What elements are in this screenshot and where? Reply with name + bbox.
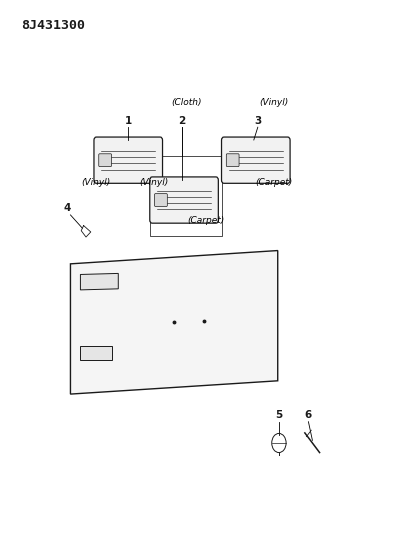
- Text: 1: 1: [125, 116, 132, 126]
- Text: 8J431300: 8J431300: [21, 19, 85, 33]
- FancyBboxPatch shape: [154, 193, 167, 206]
- Polygon shape: [70, 251, 278, 394]
- Text: (Carpet): (Carpet): [255, 178, 292, 187]
- Text: (Carpet): (Carpet): [187, 216, 225, 225]
- Polygon shape: [80, 346, 112, 360]
- FancyBboxPatch shape: [99, 154, 112, 166]
- Text: (Vinyl): (Vinyl): [259, 98, 288, 107]
- FancyBboxPatch shape: [94, 137, 162, 183]
- Text: 6: 6: [305, 410, 312, 420]
- FancyBboxPatch shape: [226, 154, 239, 166]
- Text: 3: 3: [254, 116, 262, 126]
- Text: (Cloth): (Cloth): [171, 98, 201, 107]
- Text: 4: 4: [64, 203, 71, 213]
- Text: 2: 2: [178, 116, 186, 126]
- Text: (Vinyl): (Vinyl): [140, 178, 169, 187]
- Polygon shape: [80, 273, 118, 290]
- FancyBboxPatch shape: [222, 137, 290, 183]
- FancyBboxPatch shape: [150, 177, 218, 223]
- Text: (Vinyl): (Vinyl): [82, 178, 111, 187]
- Text: 5: 5: [275, 410, 282, 420]
